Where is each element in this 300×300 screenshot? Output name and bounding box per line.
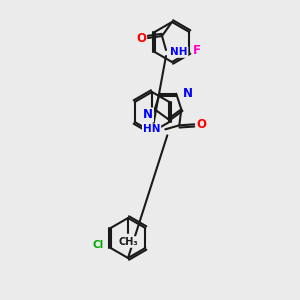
Text: CH₃: CH₃ [118,237,138,247]
Text: O: O [196,118,206,131]
Text: NH: NH [170,47,188,57]
Text: Cl: Cl [92,240,104,250]
Text: O: O [136,32,146,44]
Text: F: F [193,44,201,56]
Text: HN: HN [143,124,160,134]
Text: N: N [143,109,153,122]
Text: N: N [183,87,193,100]
